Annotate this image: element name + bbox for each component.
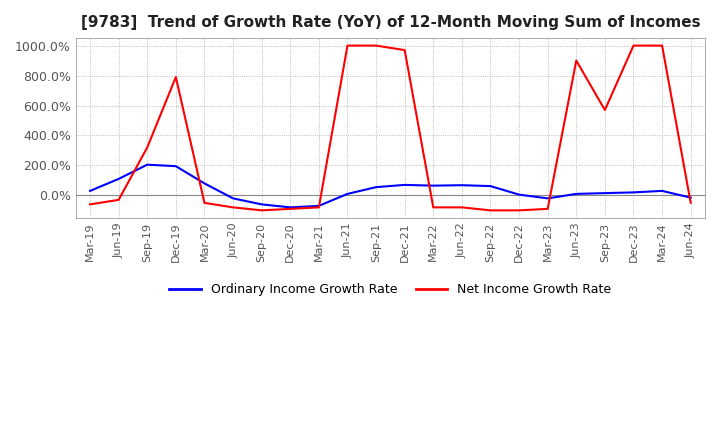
Legend: Ordinary Income Growth Rate, Net Income Growth Rate: Ordinary Income Growth Rate, Net Income … (164, 279, 616, 301)
Net Income Growth Rate (171, 74, 180, 80)
Ordinary Income Growth Rate (629, 190, 638, 195)
Ordinary Income Growth Rate (315, 203, 323, 209)
Net Income Growth Rate (343, 43, 352, 48)
Ordinary Income Growth Rate (171, 164, 180, 169)
Ordinary Income Growth Rate (429, 183, 438, 188)
Net Income Growth Rate (229, 205, 238, 210)
Net Income Growth Rate (544, 206, 552, 212)
Net Income Growth Rate (257, 208, 266, 213)
Net Income Growth Rate (286, 206, 294, 212)
Net Income Growth Rate (143, 145, 152, 150)
Ordinary Income Growth Rate (114, 176, 123, 182)
Ordinary Income Growth Rate (544, 196, 552, 201)
Ordinary Income Growth Rate (600, 191, 609, 196)
Net Income Growth Rate (486, 208, 495, 213)
Ordinary Income Growth Rate (286, 205, 294, 210)
Net Income Growth Rate (515, 208, 523, 213)
Net Income Growth Rate (429, 205, 438, 210)
Ordinary Income Growth Rate (257, 202, 266, 207)
Net Income Growth Rate (629, 43, 638, 48)
Ordinary Income Growth Rate (686, 195, 695, 200)
Ordinary Income Growth Rate (400, 182, 409, 187)
Ordinary Income Growth Rate (515, 192, 523, 197)
Net Income Growth Rate (457, 205, 466, 210)
Net Income Growth Rate (200, 200, 209, 205)
Net Income Growth Rate (315, 205, 323, 210)
Net Income Growth Rate (114, 197, 123, 202)
Title: [9783]  Trend of Growth Rate (YoY) of 12-Month Moving Sum of Incomes: [9783] Trend of Growth Rate (YoY) of 12-… (81, 15, 700, 30)
Ordinary Income Growth Rate (486, 183, 495, 189)
Net Income Growth Rate (572, 58, 580, 63)
Net Income Growth Rate (686, 200, 695, 205)
Ordinary Income Growth Rate (658, 188, 667, 194)
Line: Ordinary Income Growth Rate: Ordinary Income Growth Rate (90, 165, 690, 207)
Net Income Growth Rate (400, 48, 409, 53)
Line: Net Income Growth Rate: Net Income Growth Rate (90, 46, 690, 210)
Ordinary Income Growth Rate (343, 191, 352, 197)
Ordinary Income Growth Rate (372, 184, 380, 190)
Ordinary Income Growth Rate (572, 191, 580, 197)
Ordinary Income Growth Rate (200, 181, 209, 186)
Net Income Growth Rate (372, 43, 380, 48)
Ordinary Income Growth Rate (86, 188, 94, 194)
Net Income Growth Rate (600, 107, 609, 113)
Ordinary Income Growth Rate (229, 196, 238, 201)
Ordinary Income Growth Rate (457, 183, 466, 188)
Ordinary Income Growth Rate (143, 162, 152, 167)
Net Income Growth Rate (658, 43, 667, 48)
Net Income Growth Rate (86, 202, 94, 207)
